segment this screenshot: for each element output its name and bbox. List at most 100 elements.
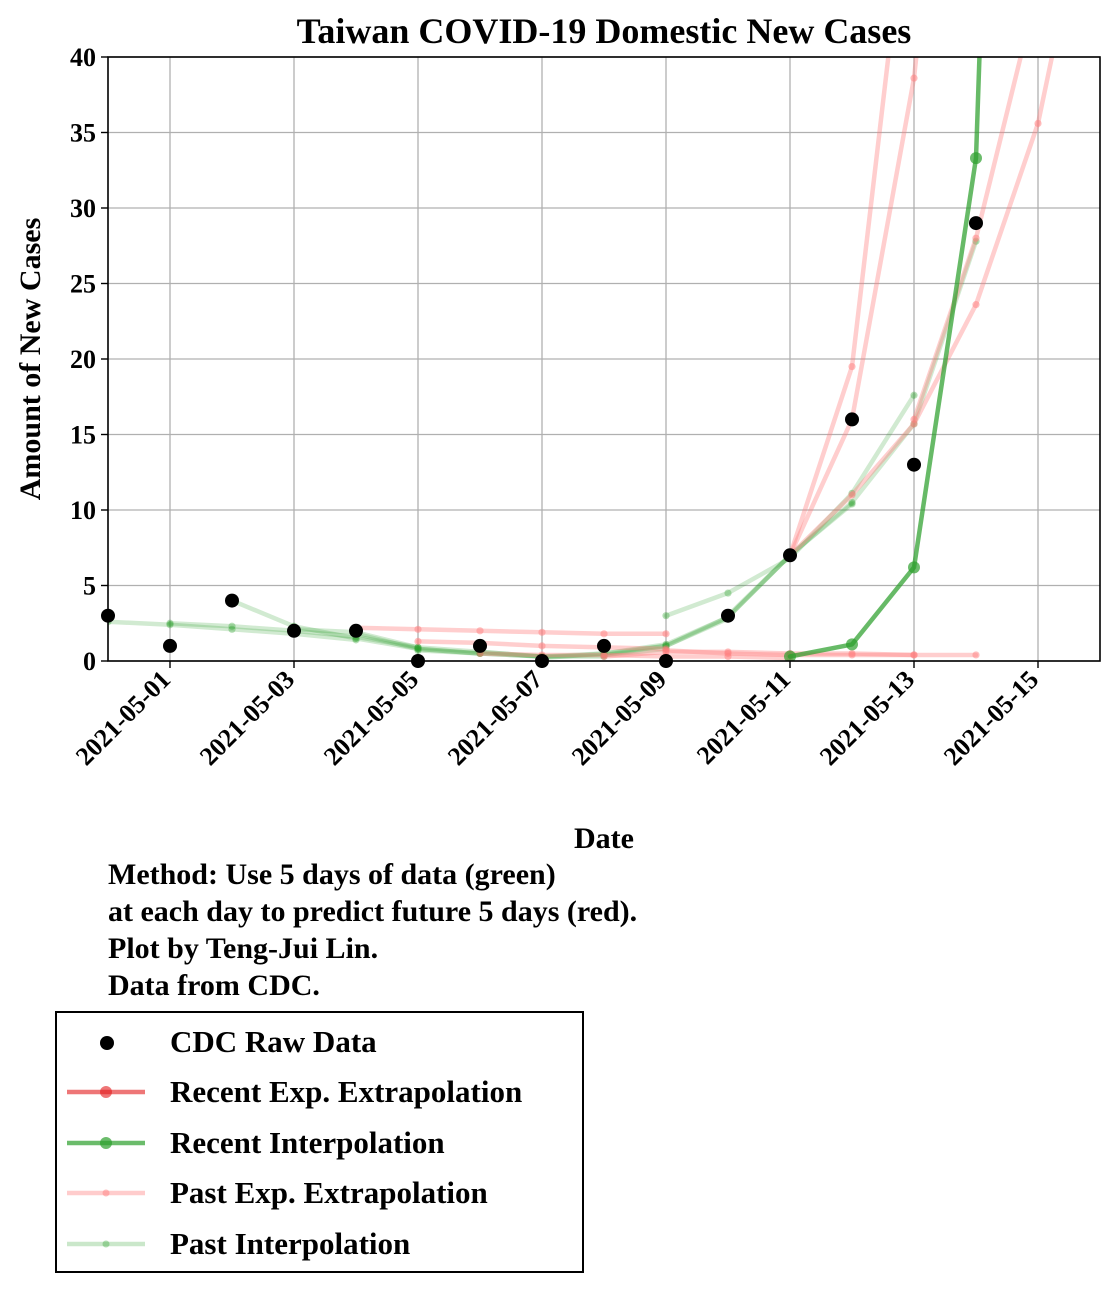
chart-title: Taiwan COVID-19 Domestic New Cases	[297, 11, 912, 51]
y-axis-label: Amount of New Cases	[14, 218, 47, 500]
past-exp-extrapolation-point	[910, 415, 918, 423]
past-interpolation-point	[166, 619, 174, 627]
cdc-raw-data-point	[349, 623, 363, 638]
past-exp-extrapolation-point	[538, 628, 546, 636]
y-tick-label: 5	[83, 572, 96, 601]
grid-lines	[108, 56, 1100, 662]
note-line: Method: Use 5 days of data (green)	[108, 858, 556, 891]
x-tick-label: 2021-05-15	[938, 665, 1044, 771]
x-tick-label: 2021-05-13	[814, 665, 920, 771]
y-tick-label: 30	[70, 194, 96, 223]
legend-label: Recent Exp. Extrapolation	[170, 1074, 523, 1109]
x-tick-label: 2021-05-01	[70, 665, 176, 771]
legend-faint-line-icon	[67, 1189, 145, 1197]
x-tick-label: 2021-05-05	[318, 665, 424, 771]
past-exp-extrapolation-point	[910, 651, 918, 659]
y-tick-label: 20	[70, 345, 96, 374]
past-interpolation-point	[414, 643, 422, 652]
past-exp-extrapolation-point	[1034, 119, 1042, 128]
past-interpolation-line	[229, 598, 483, 656]
past-exp-extrapolation-line	[663, 648, 979, 658]
cdc-raw-data-point	[907, 457, 921, 472]
past-interpolation-point	[848, 500, 856, 508]
past-exp-extrapolation-point	[848, 491, 856, 499]
past-exp-extrapolation-point	[972, 301, 980, 309]
x-tick-label: 2021-05-07	[442, 665, 548, 771]
cdc-raw-data-point	[845, 412, 859, 427]
series-layer	[101, 57, 1055, 668]
past-exp-extrapolation-point	[910, 74, 918, 82]
past-interpolation-point	[414, 643, 422, 652]
past-exp-extrapolation-point	[414, 625, 422, 633]
past-interpolation-line	[108, 619, 359, 643]
note-line: at each day to predict future 5 days (re…	[108, 895, 638, 928]
cdc-raw-data-point	[163, 638, 177, 653]
past-exp-extrapolation-point	[848, 651, 856, 659]
cdc-raw-data-point	[783, 548, 797, 563]
recent-interpolation-point	[784, 650, 796, 661]
legend-entry-cdc-raw-data: CDC Raw Data	[57, 1022, 582, 1062]
legend-label: Past Exp. Extrapolation	[170, 1175, 488, 1210]
y-tick-label: 35	[70, 119, 96, 148]
past-exp-extrapolation-line	[477, 651, 793, 661]
y-tick-label: 40	[70, 43, 96, 72]
past-interpolation-point	[414, 645, 422, 653]
x-axis-label: Date	[574, 822, 634, 855]
past-interpolation-point	[414, 646, 422, 655]
legend-label: Past Interpolation	[170, 1226, 411, 1261]
past-interpolation-point	[848, 498, 856, 507]
cdc-raw-data-point	[597, 638, 611, 653]
past-interpolation-point	[414, 645, 422, 653]
past-exp-extrapolation-point	[476, 627, 484, 635]
y-tick-label: 10	[70, 496, 96, 525]
past-exp-extrapolation-point	[414, 637, 422, 645]
cdc-raw-data-point	[225, 593, 239, 608]
note-line: Plot by Teng-Jui Lin.	[108, 932, 379, 965]
cdc-raw-data-point	[721, 608, 735, 623]
legend-dot-icon	[100, 1036, 114, 1050]
past-exp-extrapolation-point	[848, 362, 856, 371]
past-interpolation-point	[228, 625, 236, 633]
past-exp-extrapolation-point	[972, 651, 980, 659]
legend-entry-past-exp-extrapolation: Past Exp. Extrapolation	[57, 1173, 582, 1213]
past-interpolation-point	[166, 621, 174, 629]
past-interpolation-point	[724, 589, 732, 597]
past-interpolation-point	[228, 622, 236, 630]
legend-label: CDC Raw Data	[170, 1024, 377, 1059]
past-interpolation-point	[662, 612, 670, 620]
legend-label: Recent Interpolation	[170, 1125, 445, 1160]
legend-entry-past-interpolation: Past Interpolation	[57, 1224, 582, 1264]
past-exp-extrapolation-line	[353, 625, 669, 637]
past-exp-extrapolation-point	[600, 652, 608, 661]
past-interpolation-line	[291, 627, 545, 659]
past-exp-extrapolation-point	[724, 649, 732, 658]
legend-entry-recent-exp-extrapolation: Recent Exp. Extrapolation	[57, 1072, 582, 1112]
recent-interpolation-point	[908, 561, 920, 574]
past-interpolation-line	[725, 238, 979, 618]
recent-interpolation-point	[970, 152, 982, 165]
past-exp-extrapolation-point	[662, 630, 670, 638]
x-tick-label: 2021-05-09	[566, 665, 672, 771]
past-exp-extrapolation-point	[600, 630, 608, 638]
y-tick-label: 15	[70, 421, 96, 450]
note-line: Data from CDC.	[108, 969, 320, 1002]
x-axis: 2021-05-01 2021-05-03 2021-05-05 2021-05-07…	[70, 661, 1044, 771]
legend-line-marker-icon	[67, 1086, 145, 1098]
past-exp-extrapolation-line	[601, 649, 917, 659]
chart: Taiwan COVID-19 Domestic New Cases 0 5 10 1…	[14, 11, 1101, 855]
cdc-raw-data-point	[473, 638, 487, 653]
x-tick-label: 2021-05-03	[194, 665, 300, 771]
legend-entry-recent-interpolation: Recent Interpolation	[57, 1123, 582, 1163]
past-interpolation-point	[910, 391, 918, 399]
past-interpolation-point	[352, 636, 360, 644]
past-exp-extrapolation-line	[787, 57, 1055, 558]
y-tick-label: 0	[83, 647, 96, 676]
past-exp-extrapolation-point	[662, 646, 670, 655]
past-exp-extrapolation-point	[538, 642, 546, 650]
past-exp-extrapolation-line	[911, 57, 1023, 422]
legend-faint-line-icon	[67, 1240, 145, 1248]
past-exp-extrapolation-point	[972, 234, 980, 242]
y-axis: 0 5 10 15 20 25 30 35 40	[70, 43, 108, 676]
cdc-raw-data-point	[969, 216, 983, 231]
series-group	[108, 57, 1055, 661]
